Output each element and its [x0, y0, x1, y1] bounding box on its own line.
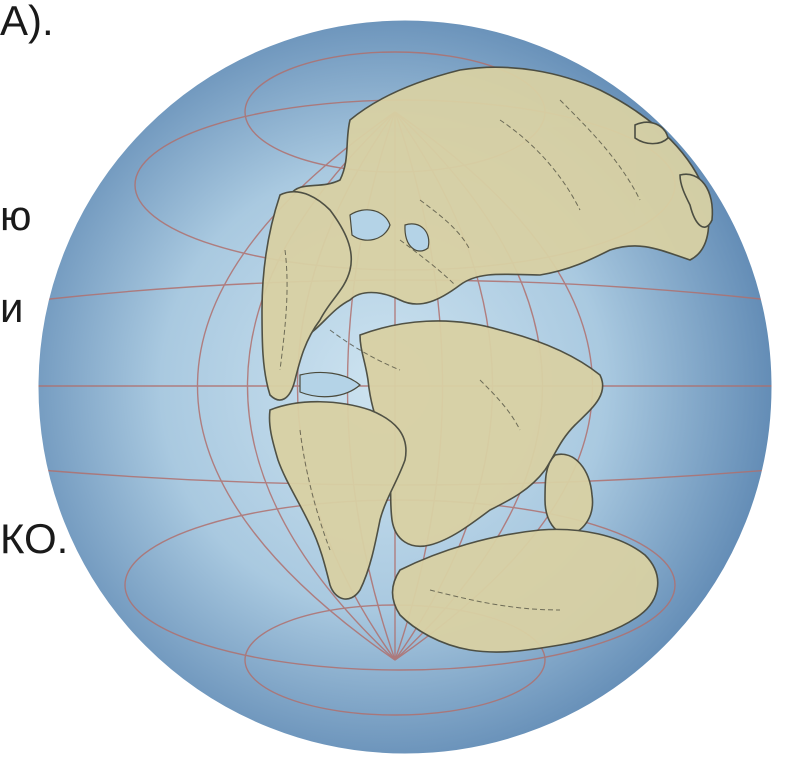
inland-seas — [299, 209, 430, 398]
slide-text-line-3: и — [0, 284, 24, 331]
slide-text-line-1: A). — [0, 0, 54, 44]
slide-text-line-2: ю — [0, 192, 32, 239]
globe-rim — [35, 17, 775, 757]
slide-text-line-4: КО. — [0, 515, 69, 562]
pangaea-landmass — [261, 66, 714, 653]
geological-detail — [279, 99, 641, 611]
